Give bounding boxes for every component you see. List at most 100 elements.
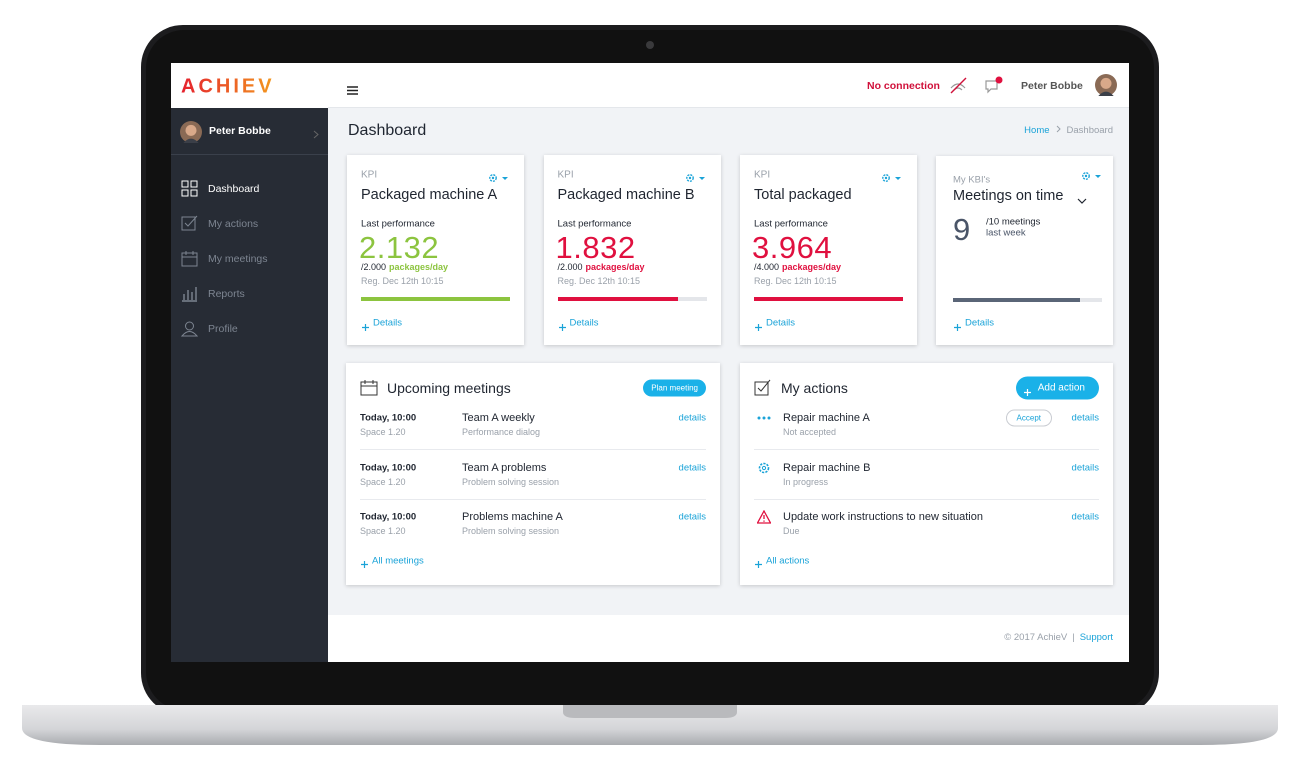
breadcrumb-separator	[1056, 125, 1061, 136]
kpi-label: KPI	[557, 169, 574, 181]
row-divider	[360, 498, 706, 500]
action-status-icon-shape	[762, 416, 766, 420]
settings-icon[interactable]	[685, 170, 707, 182]
kpi-caption: Last performance	[754, 218, 828, 230]
plus-icon	[754, 319, 763, 331]
action-status-icon-shape	[758, 462, 770, 473]
details-link[interactable]: details	[678, 412, 706, 424]
menu-icon-shape	[190, 180, 198, 188]
breadcrumb-separator-shape	[1056, 125, 1061, 133]
settings-icon[interactable]	[488, 170, 510, 182]
card-title: My actions	[781, 380, 848, 396]
action-name: Update work instructions to new situatio…	[783, 511, 983, 523]
meeting-room: Space 1.20	[360, 476, 406, 487]
menu-icon	[181, 180, 198, 197]
settings-icon-shape	[895, 177, 901, 180]
details-link[interactable]: details	[678, 511, 706, 523]
laptop-base	[22, 705, 1278, 745]
menu-icon-shape	[181, 216, 196, 231]
support-link[interactable]: Support	[1079, 632, 1113, 643]
all-link[interactable]: All meetings	[372, 555, 424, 567]
header-user-name[interactable]: Peter Bobbe	[1021, 80, 1083, 92]
action-status-icon-shape	[756, 509, 772, 524]
breadcrumb-item[interactable]: Home	[1024, 125, 1050, 136]
action-status: In progress	[783, 476, 829, 487]
menu-icon-shape	[190, 189, 198, 197]
add-action-button[interactable]: Add action	[1015, 376, 1099, 400]
action-name: Repair machine A	[783, 412, 870, 424]
meeting-name: Team A problems	[462, 461, 547, 474]
kbi-title[interactable]: Meetings on time	[953, 188, 1064, 204]
menu-icon	[180, 320, 199, 337]
plus-icon-shape	[361, 561, 368, 568]
menu-icon-shape	[182, 287, 197, 302]
menu-item[interactable]: Profile	[208, 323, 238, 335]
page-title: Dashboard	[348, 122, 427, 139]
kbi-value: 9	[953, 212, 971, 247]
action-status-icon-shape	[758, 462, 770, 473]
sidebar-user-name[interactable]: Peter Bobbe	[209, 125, 271, 137]
settings-icon-shape	[1082, 172, 1090, 180]
settings-icon-shape	[688, 176, 691, 180]
progress-fill	[557, 297, 679, 301]
menu-item[interactable]: Dashboard	[208, 183, 260, 195]
kpi-value: 2.132	[359, 230, 440, 265]
row-divider	[360, 449, 706, 450]
dropdown-chevron-shape	[1077, 198, 1087, 204]
kpi-target: /2.000	[361, 262, 387, 272]
kpi-registered: Reg. Dec 12th 10:15	[361, 276, 444, 286]
kpi-card: KPI Packaged machine A Last performance 2.1…	[347, 155, 524, 345]
menu-toggle-shape	[347, 86, 358, 95]
menu-item[interactable]: Reports	[208, 288, 245, 300]
menu-icon-shape	[181, 251, 198, 267]
avatar	[180, 121, 202, 143]
menu-icon-shape	[181, 252, 198, 267]
kpi-title: Packaged machine A	[361, 187, 498, 203]
avatar-shape	[183, 138, 199, 143]
plus-icon-shape	[1024, 389, 1031, 396]
actions-card: My actions Add action Repair machine A Not …	[740, 363, 1113, 585]
header-border	[328, 107, 1129, 108]
accept-button[interactable]: Accept	[1005, 409, 1052, 427]
menu-item[interactable]: My meetings	[208, 253, 268, 265]
plus-icon-shape	[755, 561, 762, 568]
menu-icon-shape	[182, 251, 197, 258]
meeting-time: Today, 10:00	[360, 412, 417, 424]
details-link[interactable]: details	[1071, 462, 1099, 473]
kpi-card: KPI Packaged machine B Last performance 1.8…	[543, 155, 721, 345]
menu-toggle[interactable]	[347, 82, 358, 95]
plus-icon	[953, 319, 962, 331]
notifications-icon[interactable]	[984, 76, 1004, 94]
settings-icon[interactable]	[1081, 168, 1103, 180]
kpi-caption: Last performance	[557, 218, 632, 230]
details-link[interactable]: Details	[965, 317, 995, 329]
details-link[interactable]: Details	[766, 317, 796, 329]
details-link[interactable]: details	[1071, 511, 1099, 523]
menu-item[interactable]: My actions	[208, 218, 259, 230]
kpi-title: Packaged machine B	[557, 187, 695, 203]
avatar[interactable]	[1095, 74, 1117, 96]
menu-icon	[181, 215, 198, 232]
details-link[interactable]: details	[678, 462, 706, 473]
laptop-notch	[563, 705, 737, 718]
plus-icon-shape	[755, 561, 762, 568]
progress-fill	[754, 297, 903, 301]
settings-icon[interactable]	[881, 170, 903, 182]
menu-icon	[181, 285, 198, 302]
no-connection-icon	[948, 76, 968, 94]
action-status: Not accepted	[783, 427, 837, 437]
details-link[interactable]: Details	[569, 317, 599, 329]
action-status-icon-shape	[756, 509, 772, 524]
breadcrumb-item: Dashboard	[1066, 125, 1113, 136]
no-connection-icon-shape	[950, 77, 967, 94]
plus-icon	[360, 556, 369, 568]
action-status-icon	[757, 461, 771, 475]
sidebar-divider	[171, 154, 328, 155]
details-link[interactable]: details	[1071, 412, 1099, 424]
plus-icon-shape	[362, 324, 369, 331]
all-link[interactable]: All actions	[766, 555, 810, 567]
plan-meeting-button[interactable]: Plan meeting	[643, 379, 706, 397]
details-link[interactable]: Details	[373, 317, 403, 329]
